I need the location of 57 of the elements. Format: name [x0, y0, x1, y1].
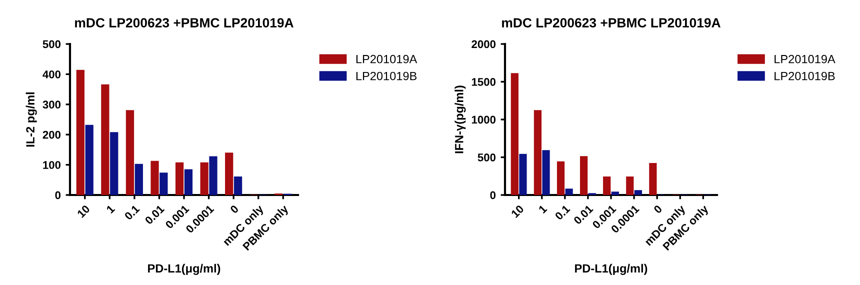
- chart-title: mDC LP200623 +PBMC LP201019A: [75, 18, 294, 28]
- bar: [611, 192, 619, 195]
- legend-label: LP201019A: [356, 54, 418, 64]
- x-tick-label: 0.01: [573, 204, 594, 225]
- bar: [225, 152, 234, 195]
- x-tick-label: 10: [76, 204, 90, 218]
- bar: [542, 150, 550, 195]
- bar: [175, 162, 184, 195]
- bar: [556, 161, 565, 195]
- x-tick-label: 1: [106, 204, 116, 214]
- bar: [85, 124, 94, 195]
- bar: [126, 110, 134, 195]
- y-tick-label: 500: [478, 154, 496, 162]
- bar: [649, 162, 657, 195]
- x-tick-label: 10: [510, 204, 524, 218]
- bar: [134, 164, 143, 195]
- y-tick-label: 300: [42, 100, 61, 109]
- legend-label: LP201019B: [356, 72, 417, 80]
- y-tick-label: 0: [55, 191, 61, 200]
- x-axis-title: PD-L1(μg/ml): [575, 264, 648, 275]
- bar: [209, 156, 218, 195]
- bar: [184, 169, 193, 195]
- x-tick-label: 0.1: [124, 204, 140, 220]
- y-tick-label: 200: [42, 130, 61, 139]
- bar: [626, 176, 634, 195]
- bar: [234, 176, 242, 195]
- y-axis-title: IL-2 pg/ml: [26, 92, 37, 147]
- bar: [565, 188, 573, 195]
- y-tick-label: 500: [42, 40, 61, 48]
- legend-label: LP201019B: [774, 72, 835, 80]
- x-tick-label: 0.01: [144, 204, 165, 225]
- x-tick-label: 0: [653, 204, 663, 214]
- bar: [101, 84, 110, 195]
- bar: [110, 132, 118, 195]
- chart-title: mDC LP200623 +PBMC LP201019A: [502, 18, 720, 28]
- bar: [534, 110, 542, 195]
- y-tick-label: 400: [42, 70, 61, 78]
- x-tick-label: 0: [230, 204, 240, 214]
- y-tick-label: 100: [43, 161, 61, 169]
- bar: [160, 172, 168, 195]
- x-tick-label: 1: [538, 204, 548, 214]
- bar: [200, 162, 208, 195]
- y-tick-label: 2000: [472, 40, 496, 48]
- x-axis-title: PD-L1(μg/ml): [148, 264, 220, 275]
- legend-label: LP201019A: [774, 54, 836, 64]
- bar: [150, 160, 159, 195]
- y-tick-label: 1000: [472, 116, 496, 124]
- bar: [76, 70, 84, 195]
- x-tick-label: 0.1: [554, 204, 570, 220]
- bar: [580, 156, 588, 195]
- bar: [603, 176, 611, 195]
- bar: [510, 73, 518, 195]
- bar: [519, 154, 527, 195]
- bar: [634, 190, 642, 195]
- y-tick-label: 1500: [472, 78, 496, 86]
- y-tick-label: 0: [490, 191, 496, 200]
- y-axis-title: IFN-γ(pg/ml): [454, 86, 466, 154]
